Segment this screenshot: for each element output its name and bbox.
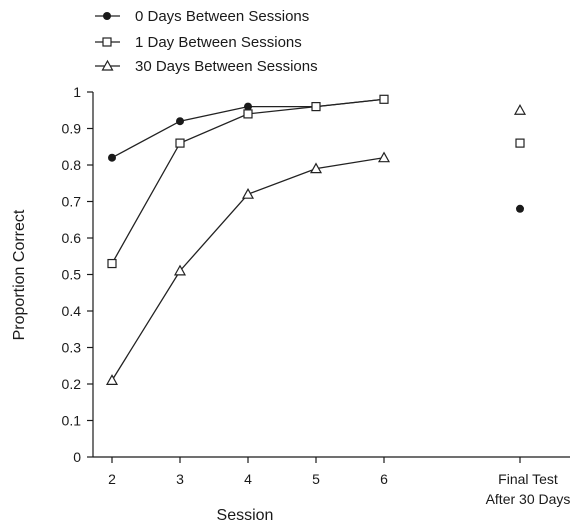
x-tick-label-final: Final Test: [498, 471, 558, 487]
x-tick-label: 2: [108, 471, 116, 487]
legend-marker-open-square: [102, 37, 112, 47]
data-point-1: [311, 101, 321, 112]
final-test-point-1: [515, 138, 525, 148]
data-point-1: [243, 109, 253, 119]
final-test-markers: [513, 104, 527, 213]
data-point-2: [105, 374, 119, 385]
x-tick-label: 3: [176, 471, 184, 487]
data-point-2: [173, 264, 187, 276]
series-line-1: [111, 98, 385, 264]
y-tick-label: 0.3: [62, 340, 82, 356]
data-point-2: [377, 151, 391, 163]
x-tick-label-final: After 30 Days: [486, 491, 571, 507]
final-test-point-2: [513, 104, 527, 115]
y-tick-label: 0.9: [62, 121, 82, 137]
x-tick-label: 6: [380, 471, 388, 487]
data-point-0: [108, 153, 116, 162]
legend-marker-filled-circle: [103, 12, 111, 20]
legend-item-0-days: 0 Days Between Sessions: [95, 8, 309, 25]
y-tick-label: 0.8: [62, 157, 82, 173]
legend-label-30-days: 30 Days Between Sessions: [135, 58, 318, 75]
legend-item-1-day: 1 Day Between Sessions: [95, 34, 302, 51]
y-tick-label: 0.4: [62, 303, 82, 319]
data-point-1: [107, 258, 117, 269]
legend-label-1-day: 1 Day Between Sessions: [135, 34, 302, 51]
y-axis-title: Proportion Correct: [11, 209, 28, 340]
legend: 0 Days Between Sessions 1 Day Between Se…: [95, 8, 318, 75]
y-tick-label: 0: [73, 449, 81, 465]
y-tick-label: 0.5: [62, 267, 82, 283]
x-tick-label: 4: [244, 471, 252, 487]
y-axis-ticks: 0 0.1 0.2 0.3 0.4 0.5 0.6 0.7 0.8 0.9 1: [62, 84, 93, 465]
data-point-2: [309, 162, 323, 174]
series-lines: [111, 98, 385, 381]
y-tick-label: 0.6: [62, 230, 82, 246]
y-tick-label: 0.1: [62, 413, 82, 429]
data-point-2: [241, 187, 255, 199]
data-point-0: [176, 117, 184, 126]
x-tick-label: 5: [312, 471, 320, 487]
y-tick-label: 0.2: [62, 376, 82, 392]
data-point-1: [175, 138, 185, 148]
legend-item-30-days: 30 Days Between Sessions: [95, 58, 318, 75]
y-tick-label: 1: [73, 84, 81, 100]
y-tick-label: 0.7: [62, 194, 82, 210]
x-axis-title: Session: [217, 507, 274, 524]
legend-label-0-days: 0 Days Between Sessions: [135, 8, 309, 25]
data-point-1: [379, 94, 389, 104]
series-markers: [105, 94, 391, 385]
final-test-point-0: [516, 204, 524, 213]
x-axis-ticks: 2 3 4 5 6 Final Test After 30 Days: [108, 457, 570, 507]
legend-marker-open-triangle: [101, 59, 114, 71]
data-point-0: [244, 102, 252, 111]
